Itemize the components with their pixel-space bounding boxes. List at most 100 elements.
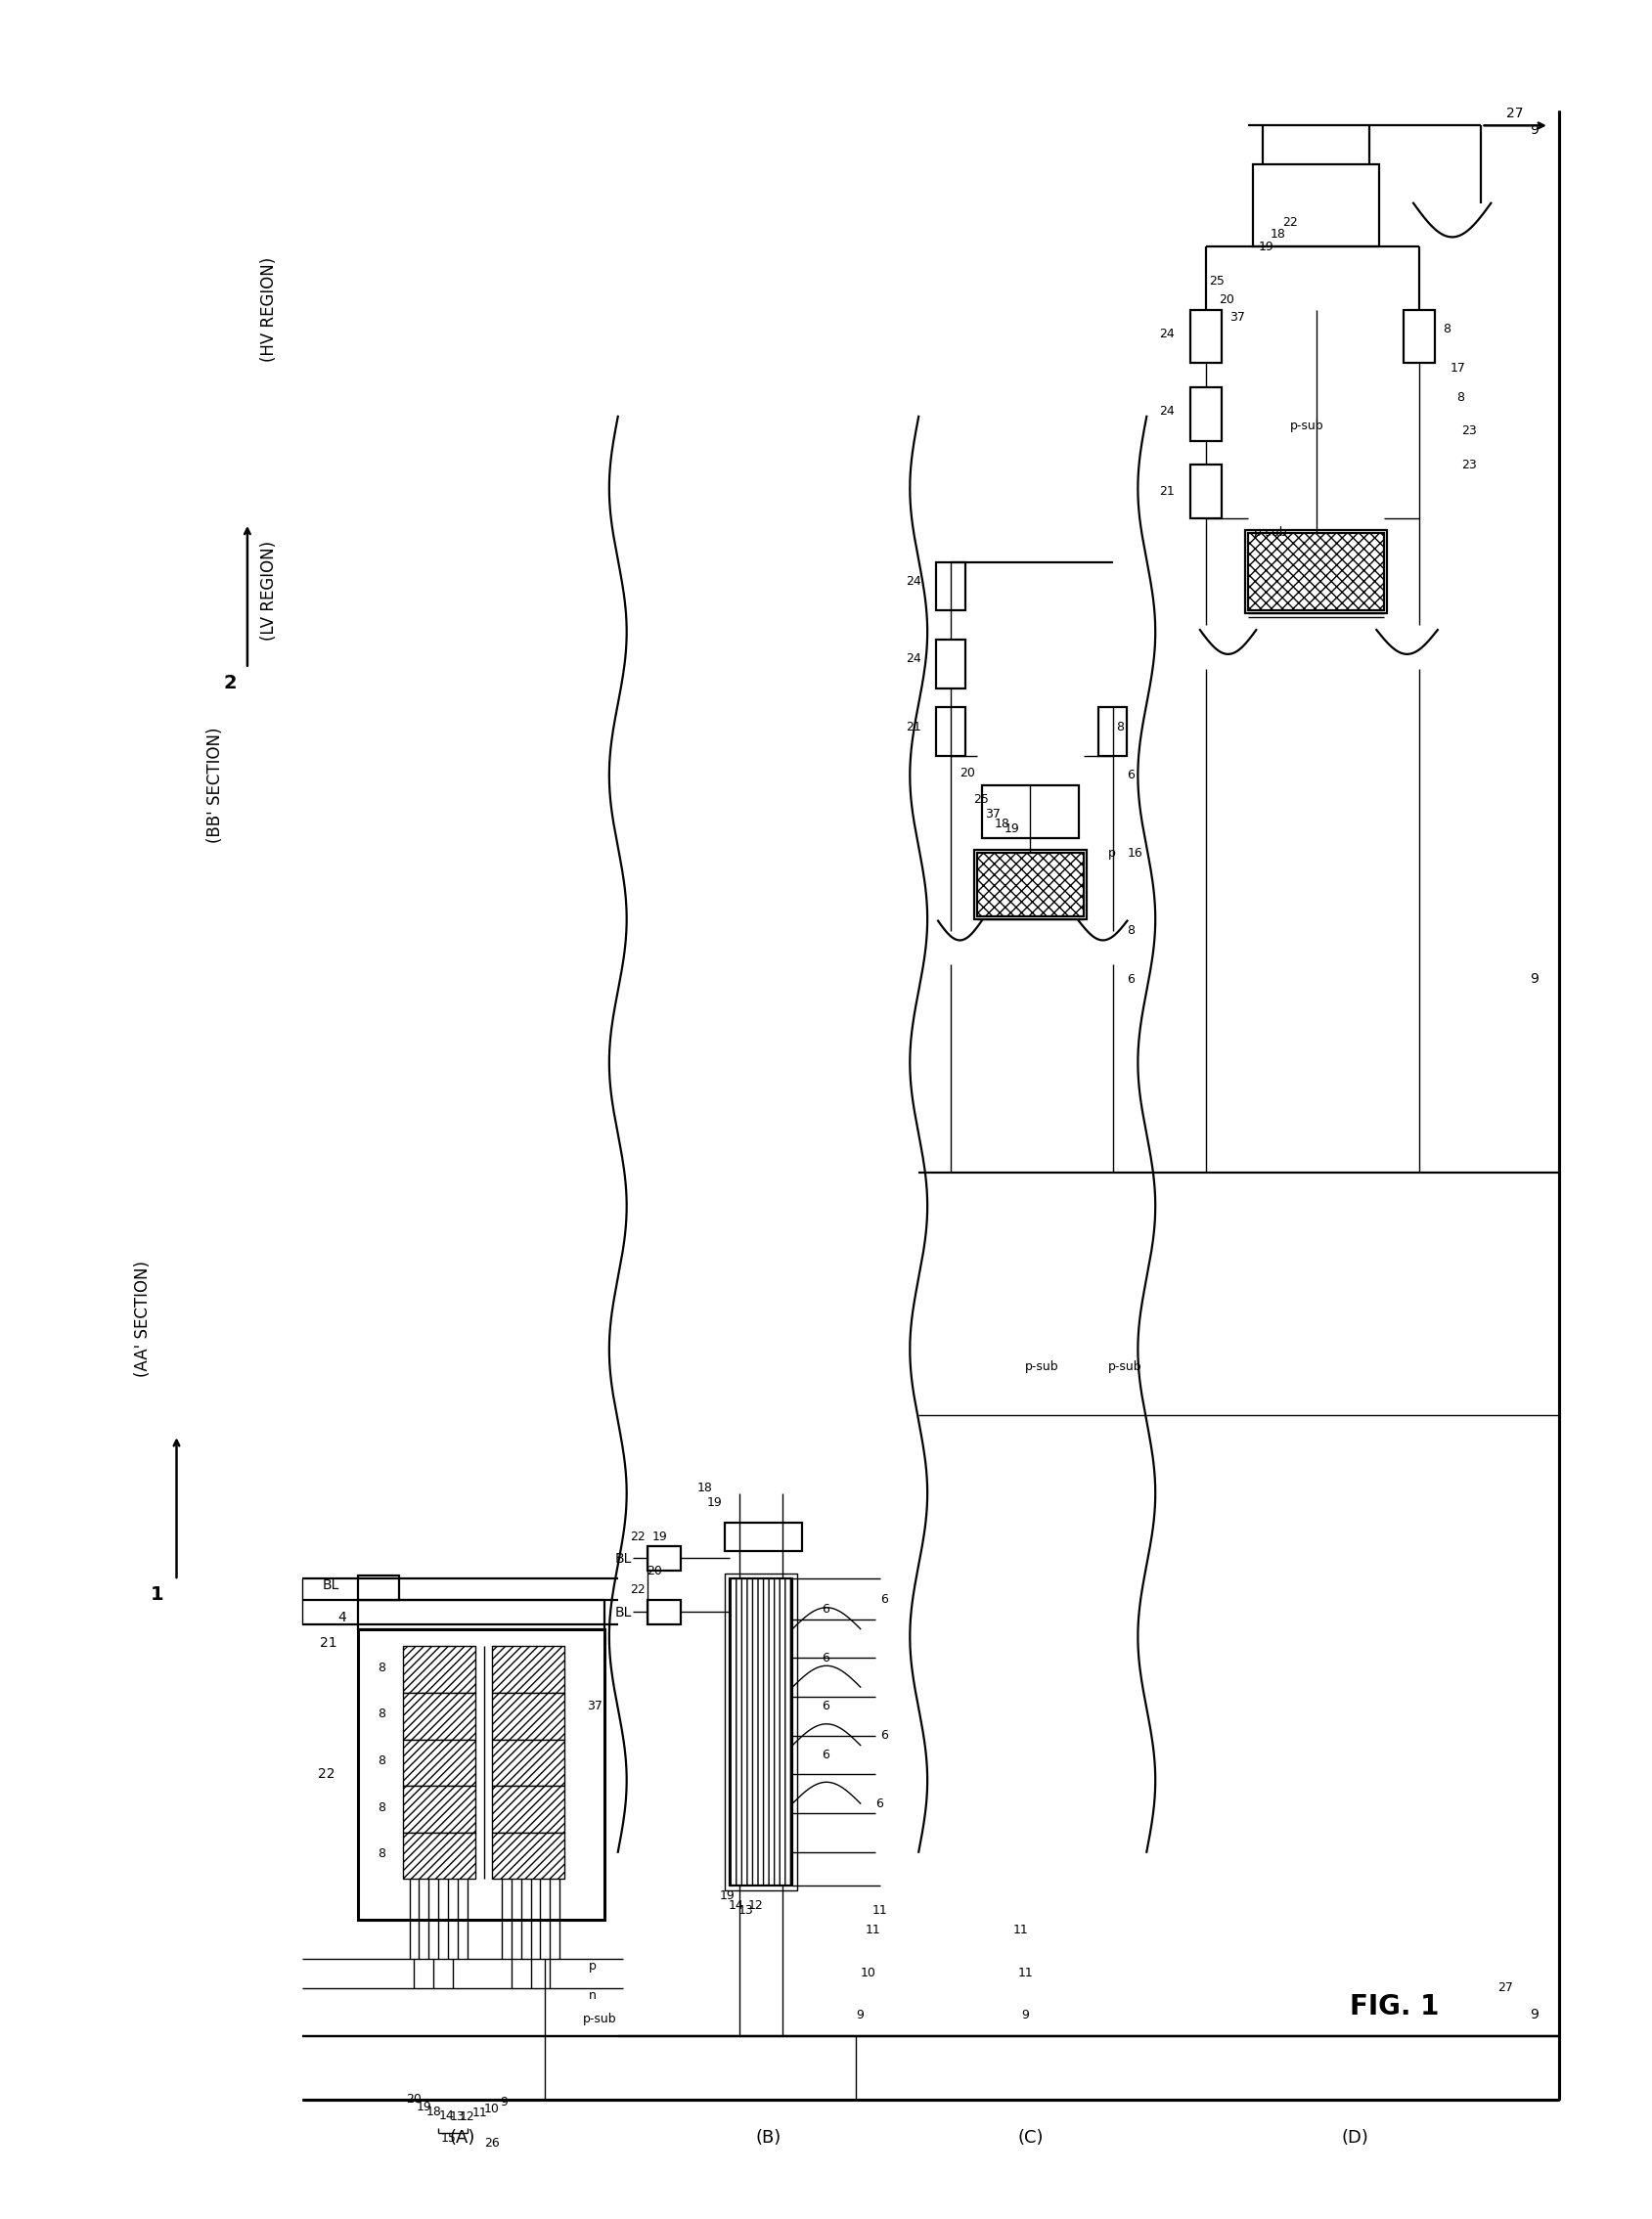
Text: 12: 12	[747, 1899, 763, 1913]
Bar	[1247, 533, 1383, 610]
Text: 23: 23	[1460, 424, 1477, 437]
Text: 22: 22	[317, 1769, 334, 1782]
Bar	[1189, 311, 1221, 364]
Text: 15: 15	[439, 2132, 456, 2144]
Bar	[724, 1522, 801, 1551]
Bar	[403, 1786, 476, 1833]
Bar	[492, 1786, 565, 1833]
Text: n: n	[588, 1988, 596, 2002]
Text: 27: 27	[1497, 1982, 1512, 1995]
Text: 19: 19	[416, 2101, 431, 2112]
Bar	[1097, 708, 1127, 757]
Text: (D): (D)	[1341, 2130, 1368, 2148]
Text: 24: 24	[1158, 328, 1175, 340]
Bar	[935, 639, 965, 688]
Text: 12: 12	[459, 2110, 476, 2124]
Bar	[935, 561, 965, 610]
Text: 11: 11	[872, 1904, 887, 1917]
Text: 25: 25	[1208, 275, 1224, 286]
Text: 21: 21	[905, 721, 922, 732]
Text: 14: 14	[729, 1899, 743, 1913]
Bar	[358, 1575, 398, 1600]
Text: 13: 13	[449, 2110, 464, 2124]
Text: 20: 20	[1218, 293, 1232, 306]
Text: 9: 9	[1021, 2008, 1029, 2022]
Text: p: p	[1107, 848, 1115, 859]
Bar	[358, 1629, 605, 1919]
Bar	[403, 1740, 476, 1786]
Text: 9: 9	[856, 2008, 862, 2022]
Text: 9: 9	[1528, 124, 1538, 138]
Bar	[492, 1833, 565, 1879]
Text: 21: 21	[319, 1638, 337, 1651]
Text: (HV REGION): (HV REGION)	[259, 257, 278, 362]
Text: (B): (B)	[755, 2130, 781, 2148]
Text: p-sub: p-sub	[583, 2013, 616, 2026]
Bar	[1189, 388, 1221, 442]
Text: 37: 37	[985, 808, 999, 821]
Text: (AA' SECTION): (AA' SECTION)	[134, 1260, 152, 1376]
Text: BL: BL	[615, 1553, 631, 1567]
Text: 11: 11	[472, 2106, 487, 2119]
Text: 11: 11	[1013, 1924, 1028, 1935]
Text: 20: 20	[646, 1564, 662, 1578]
Text: 37: 37	[586, 1700, 601, 1713]
Text: 18: 18	[995, 817, 1009, 830]
Bar	[646, 1600, 681, 1624]
Text: BL: BL	[322, 1578, 339, 1591]
Bar	[403, 1833, 476, 1879]
Text: (C): (C)	[1016, 2130, 1042, 2148]
Text: 8: 8	[1455, 391, 1464, 404]
Bar	[981, 786, 1079, 839]
Bar	[403, 1646, 476, 1693]
Bar	[1189, 466, 1221, 519]
Text: (BB' SECTION): (BB' SECTION)	[206, 728, 225, 843]
Text: 8: 8	[377, 1802, 385, 1813]
Text: p-sub: p-sub	[1024, 1360, 1059, 1374]
Text: 19: 19	[651, 1531, 667, 1542]
Text: 17: 17	[1449, 362, 1465, 375]
Text: 6: 6	[881, 1593, 889, 1607]
Text: 9: 9	[1528, 2008, 1538, 2022]
Text: 25: 25	[973, 792, 988, 805]
Text: 6: 6	[1127, 770, 1135, 781]
Text: 8: 8	[377, 1755, 385, 1766]
Text: 18: 18	[1269, 229, 1285, 240]
Bar	[403, 1693, 476, 1740]
Text: 22: 22	[629, 1584, 644, 1595]
Bar	[492, 1740, 565, 1786]
Bar	[976, 852, 1084, 916]
Text: 24: 24	[905, 652, 922, 666]
Text: 37: 37	[1229, 311, 1244, 324]
Text: 6: 6	[821, 1749, 829, 1762]
Text: 19: 19	[719, 1888, 735, 1902]
Text: 11: 11	[864, 1924, 881, 1935]
Text: 6: 6	[821, 1602, 829, 1615]
Text: 8: 8	[377, 1848, 385, 1860]
Text: 24: 24	[1158, 406, 1175, 417]
Text: 20: 20	[958, 768, 975, 779]
Text: 22: 22	[1282, 215, 1297, 229]
Text: 18: 18	[426, 2106, 441, 2119]
Text: p-sub: p-sub	[1252, 526, 1287, 539]
Text: (LV REGION): (LV REGION)	[259, 541, 278, 641]
Text: 6: 6	[876, 1797, 884, 1811]
Text: 19: 19	[1257, 240, 1272, 253]
Text: 19: 19	[707, 1496, 722, 1509]
Text: 21: 21	[1158, 484, 1175, 497]
Bar	[492, 1646, 565, 1693]
Text: p: p	[588, 1959, 596, 1973]
Text: 11: 11	[1018, 1966, 1032, 1979]
Text: 8: 8	[377, 1662, 385, 1673]
Bar	[492, 1693, 565, 1740]
Text: FIG. 1: FIG. 1	[1348, 1993, 1437, 2022]
Bar	[1252, 164, 1379, 246]
Text: 8: 8	[1442, 322, 1449, 335]
Text: 10: 10	[861, 1966, 876, 1979]
Text: 6: 6	[1127, 972, 1135, 985]
Text: BL: BL	[615, 1607, 631, 1620]
Text: 8: 8	[377, 1709, 385, 1720]
Text: 19: 19	[1003, 823, 1019, 834]
Text: 6: 6	[881, 1729, 889, 1742]
Text: 8: 8	[1115, 721, 1123, 732]
